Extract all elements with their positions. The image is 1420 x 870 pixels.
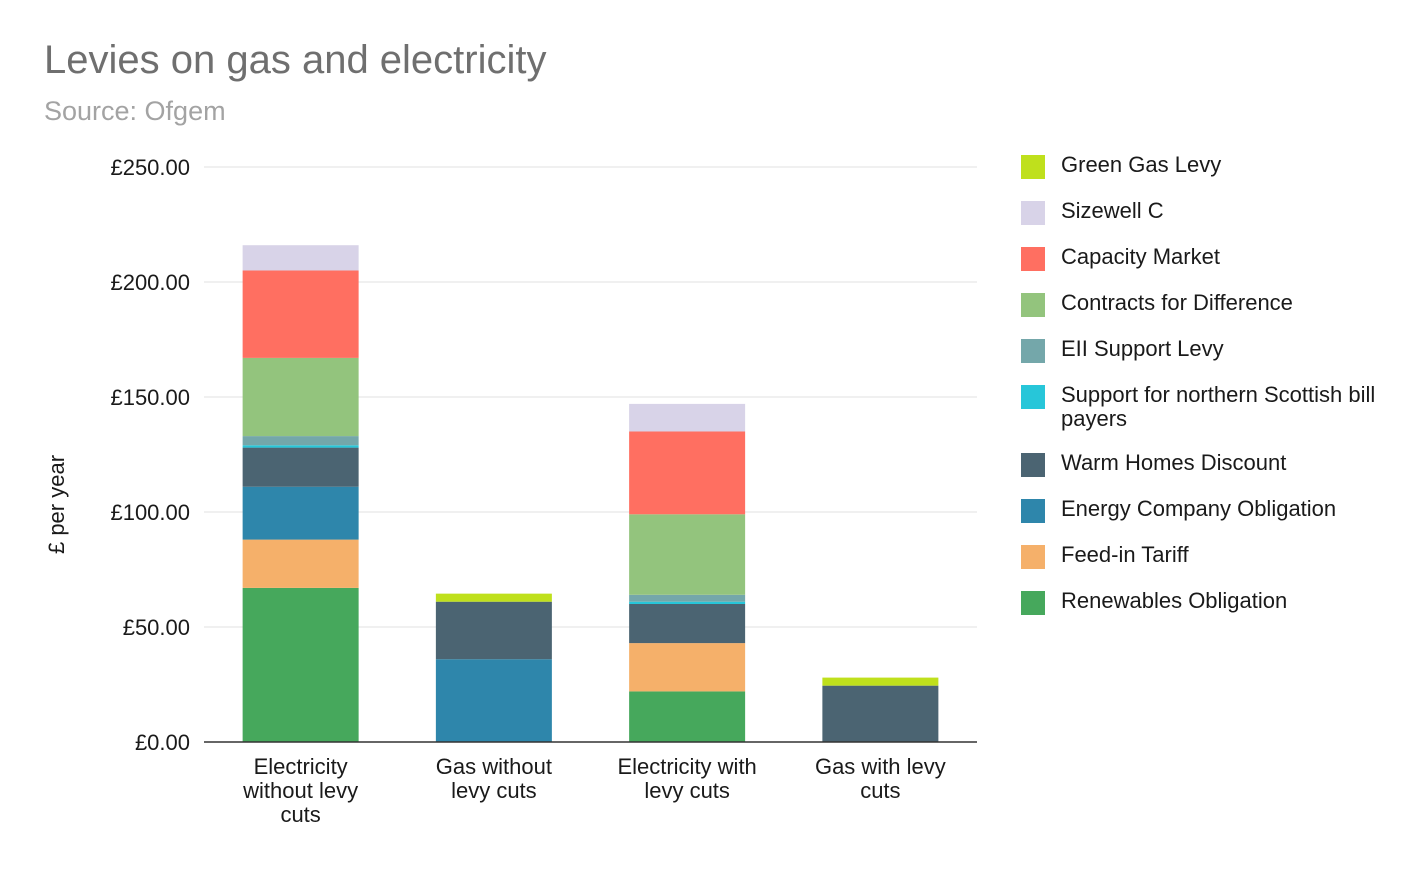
legend-item: Sizewell C: [1021, 199, 1413, 225]
x-category-label: Gas without levy cuts: [436, 754, 552, 803]
legend-item: Contracts for Difference: [1021, 291, 1413, 317]
y-tick-label: £250.00: [110, 155, 190, 180]
legend-item: Green Gas Levy: [1021, 153, 1413, 179]
legend-label: Capacity Market: [1061, 244, 1220, 269]
legend-label: Contracts for Difference: [1061, 290, 1293, 315]
legend-swatch: [1021, 247, 1045, 271]
bar-segment: [822, 685, 939, 742]
y-tick-label: £50.00: [123, 615, 190, 640]
bar-segment: [629, 514, 746, 595]
legend-swatch: [1021, 201, 1045, 225]
legend-item: Energy Company Obligation: [1021, 497, 1413, 523]
bar-segment: [242, 357, 359, 437]
bar-segment: [629, 691, 746, 742]
bar-segment: [629, 643, 746, 692]
bar-segment: [242, 539, 359, 588]
x-category-label-line: levy cuts: [451, 778, 537, 803]
x-category-label-line: Gas without: [436, 754, 552, 779]
x-category-label-line: Gas with levy: [815, 754, 946, 779]
legend-swatch: [1021, 453, 1045, 477]
bar-segment: [242, 486, 359, 540]
y-tick-label: £150.00: [110, 385, 190, 410]
legend-item: Capacity Market: [1021, 245, 1413, 271]
legend-label: Feed-in Tariff: [1061, 542, 1189, 567]
chart-subtitle: Source: Ofgem: [44, 96, 226, 126]
bar-segment: [242, 436, 359, 446]
legend-item: Renewables Obligation: [1021, 589, 1413, 615]
chart-legend: Green Gas Levy Sizewell C Capacity Market C…: [1021, 153, 1413, 635]
bar-segment: [629, 601, 746, 604]
bar-segment: [629, 431, 746, 515]
stacked-bar-chart: £0.00 £50.00 £100.00 £150.00 £200.00 £250.00 £…: [44, 155, 977, 827]
legend-item: Support for northern Scottish bill payer…: [1021, 383, 1413, 431]
legend-label: Energy Company Obligation: [1061, 496, 1337, 521]
legend-label: Support for northern Scottish bill payer…: [1061, 382, 1376, 431]
x-category-label: Electricity with levy cuts: [617, 754, 756, 803]
legend-label: EII Support Levy: [1061, 336, 1224, 361]
x-category-label-line: Electricity: [254, 754, 348, 779]
x-category-label-line: Electricity with: [617, 754, 756, 779]
bar-segment: [242, 447, 359, 487]
legend-label: Sizewell C: [1061, 198, 1164, 223]
legend-swatch: [1021, 155, 1045, 179]
bar-segment: [242, 270, 359, 358]
legend-item: Warm Homes Discount: [1021, 451, 1413, 477]
y-tick-label: £200.00: [110, 270, 190, 295]
bar-segment: [629, 594, 746, 602]
x-category-label-line: levy cuts: [644, 778, 730, 803]
x-category-label: Gas with levy cuts: [815, 754, 946, 803]
bar-segment: [242, 587, 359, 742]
legend-item: EII Support Levy: [1021, 337, 1413, 363]
bar-segment: [242, 245, 359, 271]
bar-segment: [629, 604, 746, 644]
bar-segment: [242, 445, 359, 448]
bar-segment: [435, 659, 552, 742]
legend-swatch: [1021, 545, 1045, 569]
bar-segment: [435, 601, 552, 660]
bar-segment: [822, 677, 939, 686]
chart-title: Levies on gas and electricity: [44, 38, 547, 82]
legend-item: Feed-in Tariff: [1021, 543, 1413, 569]
legend-swatch: [1021, 499, 1045, 523]
legend-swatch: [1021, 385, 1045, 409]
legend-label: Green Gas Levy: [1061, 152, 1222, 177]
y-axis-title: £ per year: [44, 455, 69, 554]
x-category-label-line: without levy: [242, 778, 358, 803]
x-category-label: Electricity without levy cuts: [242, 754, 358, 827]
legend-label: Warm Homes Discount: [1061, 450, 1287, 475]
legend-swatch: [1021, 339, 1045, 363]
bar-segment: [435, 593, 552, 602]
x-category-label-line: cuts: [860, 778, 900, 803]
legend-swatch: [1021, 591, 1045, 615]
y-tick-label: £100.00: [110, 500, 190, 525]
x-category-label-line: cuts: [280, 802, 320, 827]
bar-segment: [629, 403, 746, 432]
legend-label: Renewables Obligation: [1061, 588, 1288, 613]
y-tick-label: £0.00: [135, 730, 190, 755]
legend-swatch: [1021, 293, 1045, 317]
